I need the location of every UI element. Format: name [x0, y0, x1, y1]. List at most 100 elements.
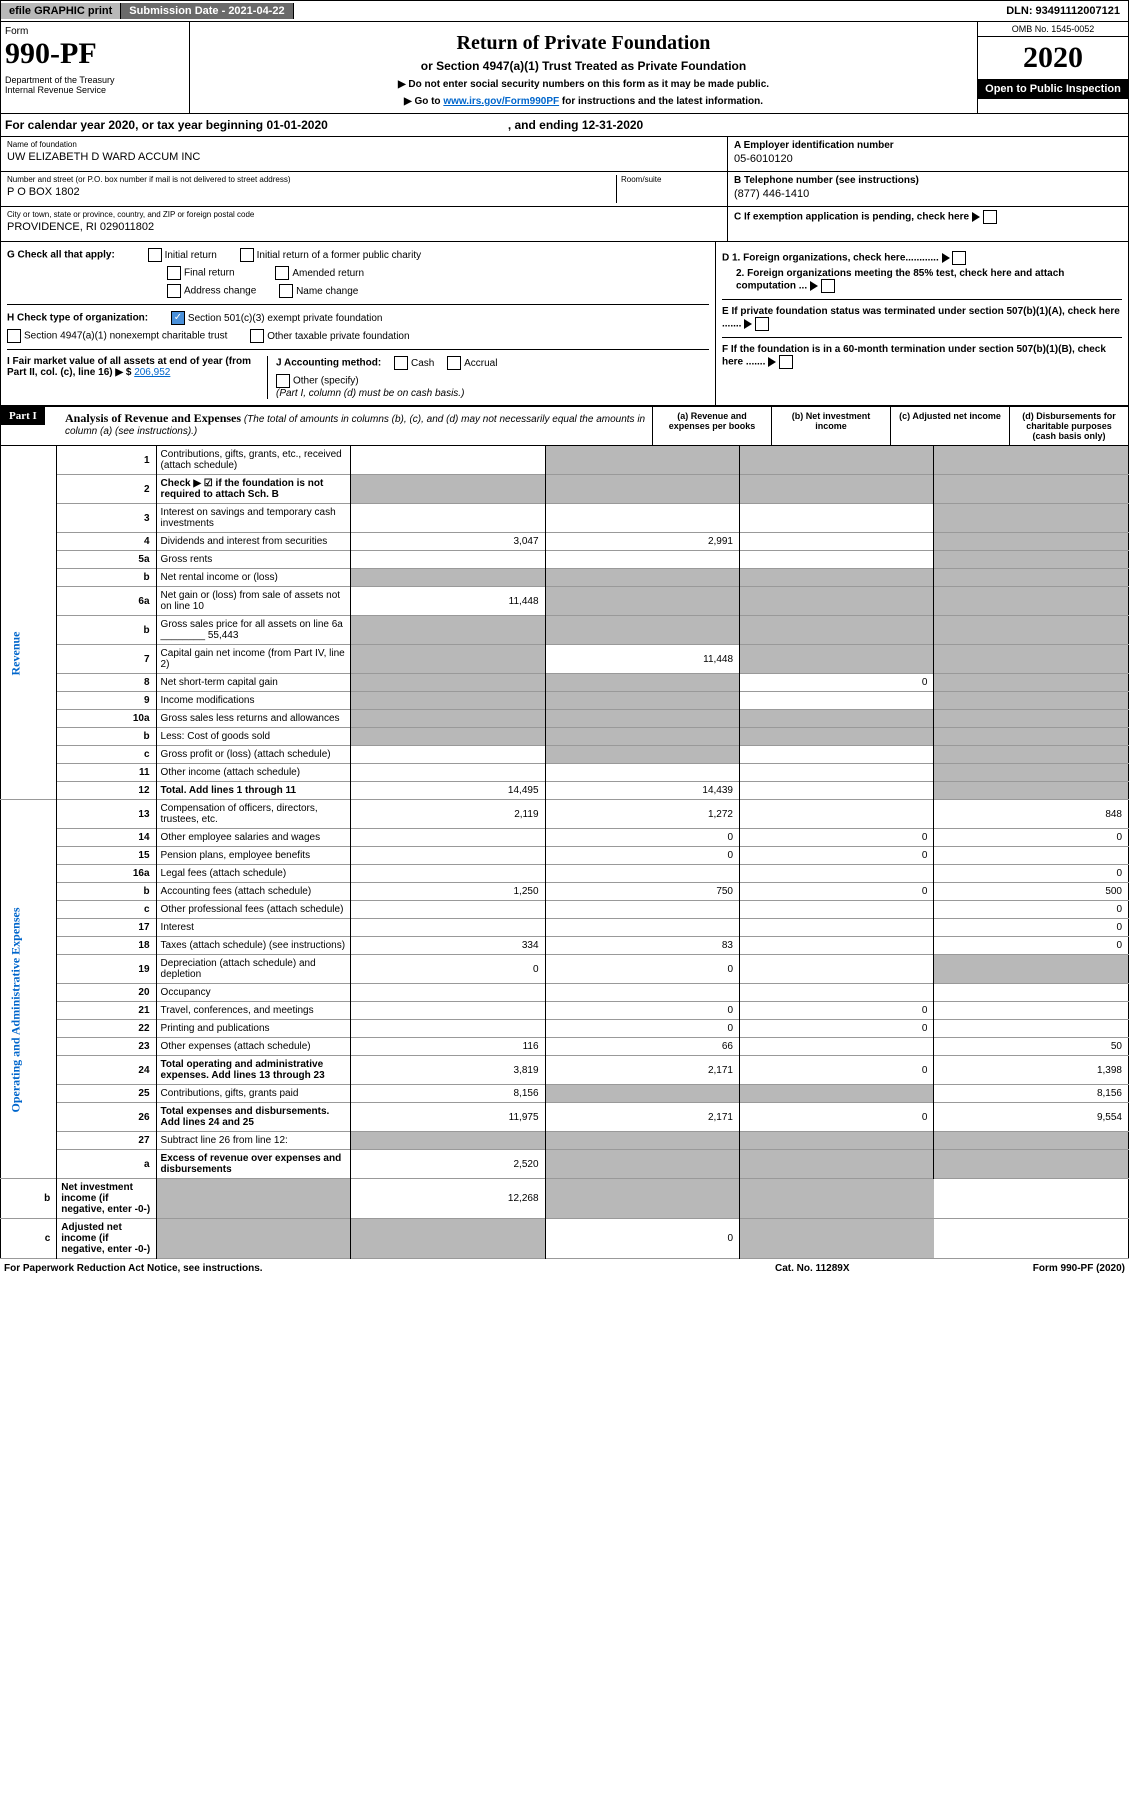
table-row: 19Depreciation (attach schedule) and dep…: [1, 955, 1129, 984]
col-b: (b) Net investment income: [771, 407, 890, 445]
table-row: 12Total. Add lines 1 through 1114,49514,…: [1, 782, 1129, 800]
table-row: 8Net short-term capital gain0: [1, 674, 1129, 692]
table-row: bGross sales price for all assets on lin…: [1, 616, 1129, 645]
instructions-link[interactable]: www.irs.gov/Form990PF: [443, 96, 559, 107]
ein: 05-6010120: [734, 153, 1122, 165]
table-row: 6aNet gain or (loss) from sale of assets…: [1, 587, 1129, 616]
h-label: H Check type of organization:: [7, 313, 148, 324]
checkbox-accrual[interactable]: [447, 356, 461, 370]
footer: For Paperwork Reduction Act Notice, see …: [0, 1259, 1129, 1278]
arrow-icon: [768, 357, 776, 367]
form-title: Return of Private Foundation: [196, 32, 971, 55]
foundation-city: PROVIDENCE, RI 029011802: [7, 221, 721, 233]
submission-date: Submission Date - 2021-04-22: [121, 3, 293, 19]
topbar: efile GRAPHIC print Submission Date - 20…: [0, 0, 1129, 22]
efile-print-button[interactable]: efile GRAPHIC print: [1, 3, 121, 19]
table-row: 21Travel, conferences, and meetings00: [1, 1002, 1129, 1020]
table-row: cGross profit or (loss) (attach schedule…: [1, 746, 1129, 764]
form-number: 990-PF: [5, 37, 185, 71]
part1-header: Part I Analysis of Revenue and Expenses …: [0, 406, 1129, 446]
d2-label: 2. Foreign organizations meeting the 85%…: [736, 268, 1064, 292]
d1-label: D 1. Foreign organizations, check here..…: [722, 253, 939, 264]
table-row: Revenue1Contributions, gifts, grants, et…: [1, 446, 1129, 475]
form-label: Form: [5, 26, 185, 37]
table-row: 25Contributions, gifts, grants paid8,156…: [1, 1085, 1129, 1103]
open-inspection: Open to Public Inspection: [978, 79, 1128, 99]
table-row: bNet investment income (if negative, ent…: [1, 1179, 1129, 1219]
form-subtitle: or Section 4947(a)(1) Trust Treated as P…: [196, 59, 971, 73]
dept-label: Department of the TreasuryInternal Reven…: [5, 75, 185, 95]
checkbox-f[interactable]: [779, 355, 793, 369]
tel-label: B Telephone number (see instructions): [734, 175, 1122, 186]
j-note: (Part I, column (d) must be on cash basi…: [276, 388, 709, 399]
omb-number: OMB No. 1545-0052: [978, 22, 1128, 37]
tax-year: 2020: [978, 37, 1128, 79]
addr-label: Number and street (or P.O. box number if…: [7, 175, 616, 184]
table-row: 4Dividends and interest from securities3…: [1, 533, 1129, 551]
room-label: Room/suite: [621, 175, 721, 184]
checkbox-other-taxable[interactable]: [250, 329, 264, 343]
checkbox-addr-change[interactable]: [167, 284, 181, 298]
checkbox-c[interactable]: [983, 210, 997, 224]
table-row: aExcess of revenue over expenses and dis…: [1, 1150, 1129, 1179]
cat-no: Cat. No. 11289X: [775, 1263, 975, 1274]
foundation-info: Name of foundation UW ELIZABETH D WARD AC…: [0, 137, 1129, 242]
e-label: E If private foundation status was termi…: [722, 306, 1120, 330]
arrow-icon: [972, 212, 980, 222]
checkbox-d1[interactable]: [952, 251, 966, 265]
ein-label: A Employer identification number: [734, 140, 1122, 151]
table-row: 2Check ▶ ☑ if the foundation is not requ…: [1, 475, 1129, 504]
checkbox-initial-former[interactable]: [240, 248, 254, 262]
form-header: Form 990-PF Department of the TreasuryIn…: [0, 22, 1129, 114]
col-a: (a) Revenue and expenses per books: [652, 407, 771, 445]
table-row: 11Other income (attach schedule): [1, 764, 1129, 782]
tel: (877) 446-1410: [734, 188, 1122, 200]
part1-table: Revenue1Contributions, gifts, grants, et…: [0, 446, 1129, 1259]
foundation-name: UW ELIZABETH D WARD ACCUM INC: [7, 151, 721, 163]
checkbox-other-method[interactable]: [276, 374, 290, 388]
revenue-label: Revenue: [9, 599, 24, 709]
form-note2: ▶ Go to www.irs.gov/Form990PF for instru…: [196, 96, 971, 107]
table-row: 3Interest on savings and temporary cash …: [1, 504, 1129, 533]
checkbox-4947[interactable]: [7, 329, 21, 343]
table-row: 17Interest0: [1, 919, 1129, 937]
calendar-year: For calendar year 2020, or tax year begi…: [0, 114, 1129, 137]
table-row: bLess: Cost of goods sold: [1, 728, 1129, 746]
fmv-value: 206,952: [134, 367, 170, 378]
part1-label: Part I: [1, 407, 45, 425]
check-section-g: G Check all that apply: Initial return I…: [0, 242, 1129, 406]
table-row: cAdjusted net income (if negative, enter…: [1, 1219, 1129, 1259]
table-row: 20Occupancy: [1, 984, 1129, 1002]
arrow-icon: [744, 319, 752, 329]
checkbox-amended[interactable]: [275, 266, 289, 280]
paperwork-notice: For Paperwork Reduction Act Notice, see …: [4, 1263, 775, 1274]
table-row: 9Income modifications: [1, 692, 1129, 710]
form-note1: ▶ Do not enter social security numbers o…: [196, 79, 971, 90]
table-row: 10aGross sales less returns and allowanc…: [1, 710, 1129, 728]
city-label: City or town, state or province, country…: [7, 210, 721, 219]
expenses-label: Operating and Administrative Expenses: [9, 1003, 24, 1113]
checkbox-name-change[interactable]: [279, 284, 293, 298]
g-label: G Check all that apply:: [7, 250, 115, 261]
checkbox-501c3[interactable]: [171, 311, 185, 325]
table-row: 26Total expenses and disbursements. Add …: [1, 1103, 1129, 1132]
part1-title: Analysis of Revenue and Expenses: [65, 411, 241, 425]
checkbox-e[interactable]: [755, 317, 769, 331]
checkbox-cash[interactable]: [394, 356, 408, 370]
dln: DLN: 93491112007121: [998, 3, 1128, 19]
table-row: 16aLegal fees (attach schedule)0: [1, 865, 1129, 883]
checkbox-d2[interactable]: [821, 279, 835, 293]
table-row: 14Other employee salaries and wages000: [1, 829, 1129, 847]
table-row: 22Printing and publications00: [1, 1020, 1129, 1038]
checkbox-initial[interactable]: [148, 248, 162, 262]
arrow-icon: [942, 253, 950, 263]
name-label: Name of foundation: [7, 140, 721, 149]
table-row: 27Subtract line 26 from line 12:: [1, 1132, 1129, 1150]
col-d: (d) Disbursements for charitable purpose…: [1009, 407, 1128, 445]
j-label: J Accounting method:: [276, 358, 381, 369]
checkbox-final[interactable]: [167, 266, 181, 280]
table-row: 18Taxes (attach schedule) (see instructi…: [1, 937, 1129, 955]
i-label: I Fair market value of all assets at end…: [7, 356, 251, 378]
table-row: 7Capital gain net income (from Part IV, …: [1, 645, 1129, 674]
table-row: 5aGross rents: [1, 551, 1129, 569]
